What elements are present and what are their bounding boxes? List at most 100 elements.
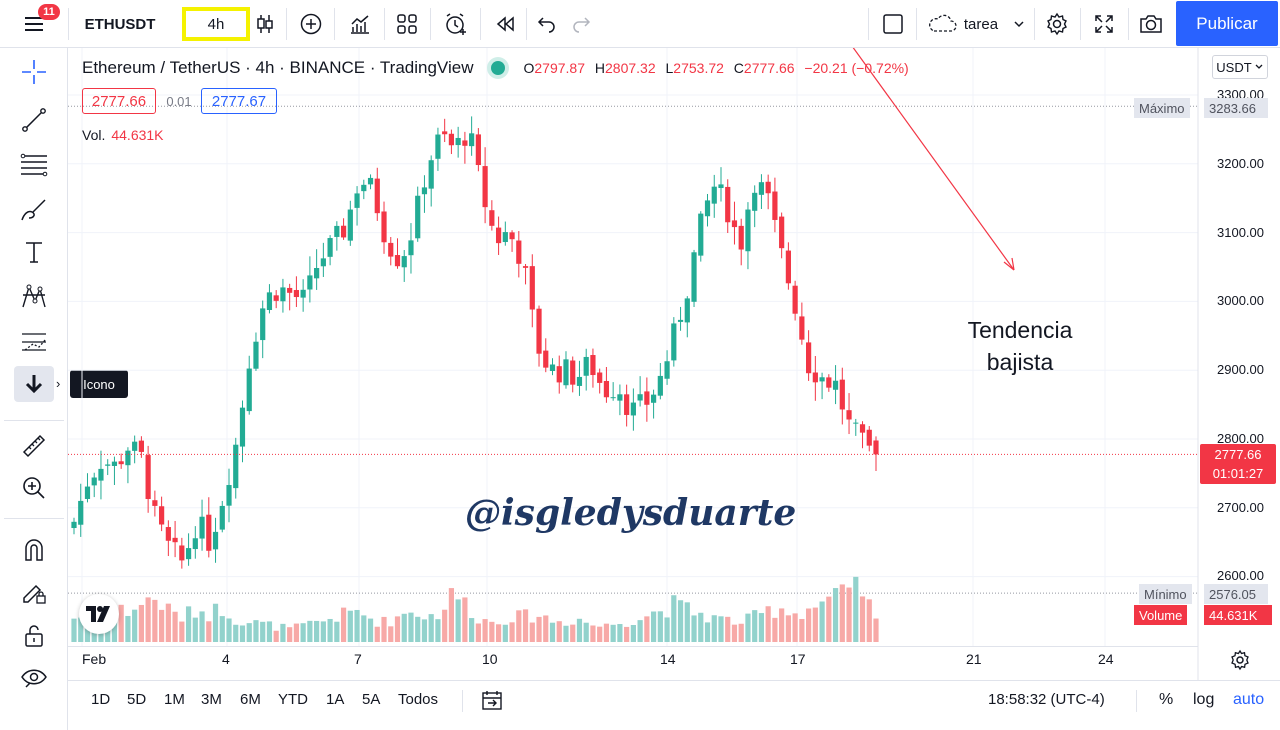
- chart-pane[interactable]: [68, 48, 1280, 682]
- price-chart: [68, 48, 1199, 682]
- candle-body: [711, 186, 717, 204]
- volume-bar: [785, 615, 791, 642]
- publish-button[interactable]: Publicar: [1176, 1, 1278, 46]
- undo-icon: [537, 17, 555, 33]
- candle-body: [570, 360, 576, 385]
- candle-body: [199, 516, 205, 539]
- redo-icon: [573, 17, 591, 33]
- low-label: Mínimo: [1139, 584, 1192, 604]
- redo-button[interactable]: [566, 6, 596, 42]
- axis-settings-button[interactable]: [1228, 648, 1252, 677]
- range-5y[interactable]: 5A: [362, 691, 381, 708]
- candle-body: [314, 268, 320, 279]
- volume-bar: [421, 619, 428, 642]
- measure-tool[interactable]: [14, 428, 54, 464]
- range-all[interactable]: Todos: [398, 691, 439, 708]
- fullscreen-button[interactable]: [1086, 6, 1122, 42]
- candle-body: [671, 323, 677, 361]
- replay-button[interactable]: [488, 6, 522, 42]
- volume-bar: [799, 618, 805, 642]
- fib-tool[interactable]: [14, 146, 54, 182]
- lock-drawings-tool[interactable]: [14, 574, 54, 610]
- candle-body: [839, 379, 845, 410]
- indicators-button[interactable]: [342, 6, 378, 42]
- pattern-tool[interactable]: [14, 278, 54, 314]
- volume-bar: [159, 609, 165, 642]
- compare-button[interactable]: [294, 6, 328, 42]
- volume-bar: [266, 621, 273, 642]
- volume-bar: [462, 597, 468, 642]
- horizontal-lines-icon: [20, 153, 48, 177]
- volume-bar: [206, 621, 212, 642]
- text-tool[interactable]: [14, 234, 54, 270]
- volume-bar: [172, 611, 178, 642]
- time-axis[interactable]: [68, 646, 1198, 672]
- volume-bar: [819, 601, 825, 642]
- volume-bar: [779, 608, 785, 642]
- layout-name-button[interactable]: tarea: [924, 6, 1028, 42]
- brush-tool[interactable]: [14, 192, 54, 228]
- candle-body: [361, 184, 367, 192]
- timezone-clock[interactable]: 18:58:32 (UTC-4): [988, 691, 1105, 708]
- volume-bar: [590, 625, 596, 642]
- volume-bar: [731, 624, 738, 642]
- candle-body: [273, 295, 279, 301]
- brush-icon: [21, 199, 46, 221]
- undo-button[interactable]: [532, 6, 562, 42]
- layout-name: tarea: [963, 15, 999, 33]
- settings-button[interactable]: [1040, 6, 1074, 42]
- volume-bar: [307, 620, 313, 642]
- chart-type-button[interactable]: [250, 6, 280, 42]
- layout-button[interactable]: [390, 6, 424, 42]
- fullscreen-toggle-button[interactable]: [876, 6, 910, 42]
- log-toggle[interactable]: log: [1193, 691, 1215, 708]
- volume-bar: [165, 603, 171, 642]
- chevron-down-icon: [1255, 64, 1263, 69]
- volume-bar: [125, 615, 131, 642]
- range-3m[interactable]: 3M: [201, 691, 222, 708]
- lock-tool[interactable]: [14, 618, 54, 654]
- crosshair-tool[interactable]: [14, 54, 54, 90]
- alert-button[interactable]: [438, 6, 474, 42]
- auto-scale-toggle[interactable]: auto: [1233, 691, 1265, 708]
- candle-body: [91, 477, 97, 486]
- tradingview-logo-icon: [86, 606, 110, 622]
- trend-line-tool[interactable]: [14, 102, 54, 138]
- range-6m[interactable]: 6M: [240, 691, 261, 708]
- icon-tool[interactable]: [14, 366, 54, 402]
- range-ytd[interactable]: YTD: [278, 691, 308, 708]
- magnet-tool[interactable]: [14, 532, 54, 568]
- sell-price-button[interactable]: 2777.66: [82, 88, 156, 114]
- candle-body: [71, 521, 77, 529]
- volume-bar: [624, 626, 630, 642]
- buy-price-button[interactable]: 2777.67: [201, 88, 277, 114]
- interval-button[interactable]: 4h: [182, 7, 250, 41]
- symbol-search-button[interactable]: ETHUSDT: [84, 15, 156, 33]
- candle-body: [549, 364, 556, 371]
- range-1m[interactable]: 1M: [164, 691, 185, 708]
- percent-toggle[interactable]: %: [1159, 691, 1174, 708]
- range-5d[interactable]: 5D: [127, 691, 147, 708]
- volume-bar: [314, 620, 320, 642]
- price-change: −20.21 (−0.72%): [804, 60, 909, 76]
- candle-body: [684, 298, 690, 323]
- gear-icon: [1231, 649, 1249, 671]
- visibility-tool[interactable]: [14, 660, 54, 696]
- go-to-date-button[interactable]: [481, 689, 503, 716]
- snapshot-button[interactable]: [1134, 6, 1168, 42]
- volume-bar: [239, 625, 246, 642]
- volume-bar: [772, 617, 778, 642]
- volume-bar: [826, 596, 832, 642]
- tradingview-logo[interactable]: [79, 594, 119, 634]
- prediction-tool[interactable]: [14, 324, 54, 360]
- zoom-tool[interactable]: [14, 470, 54, 506]
- candle-body: [812, 372, 818, 383]
- range-1d[interactable]: 1D: [91, 691, 111, 708]
- candle-body: [293, 290, 300, 298]
- volume-bar: [340, 607, 347, 642]
- candle-body: [448, 133, 455, 146]
- crosshair-icon: [22, 60, 46, 84]
- candle-body: [266, 292, 273, 310]
- currency-select[interactable]: USDT: [1212, 55, 1268, 79]
- range-1y[interactable]: 1A: [326, 691, 345, 708]
